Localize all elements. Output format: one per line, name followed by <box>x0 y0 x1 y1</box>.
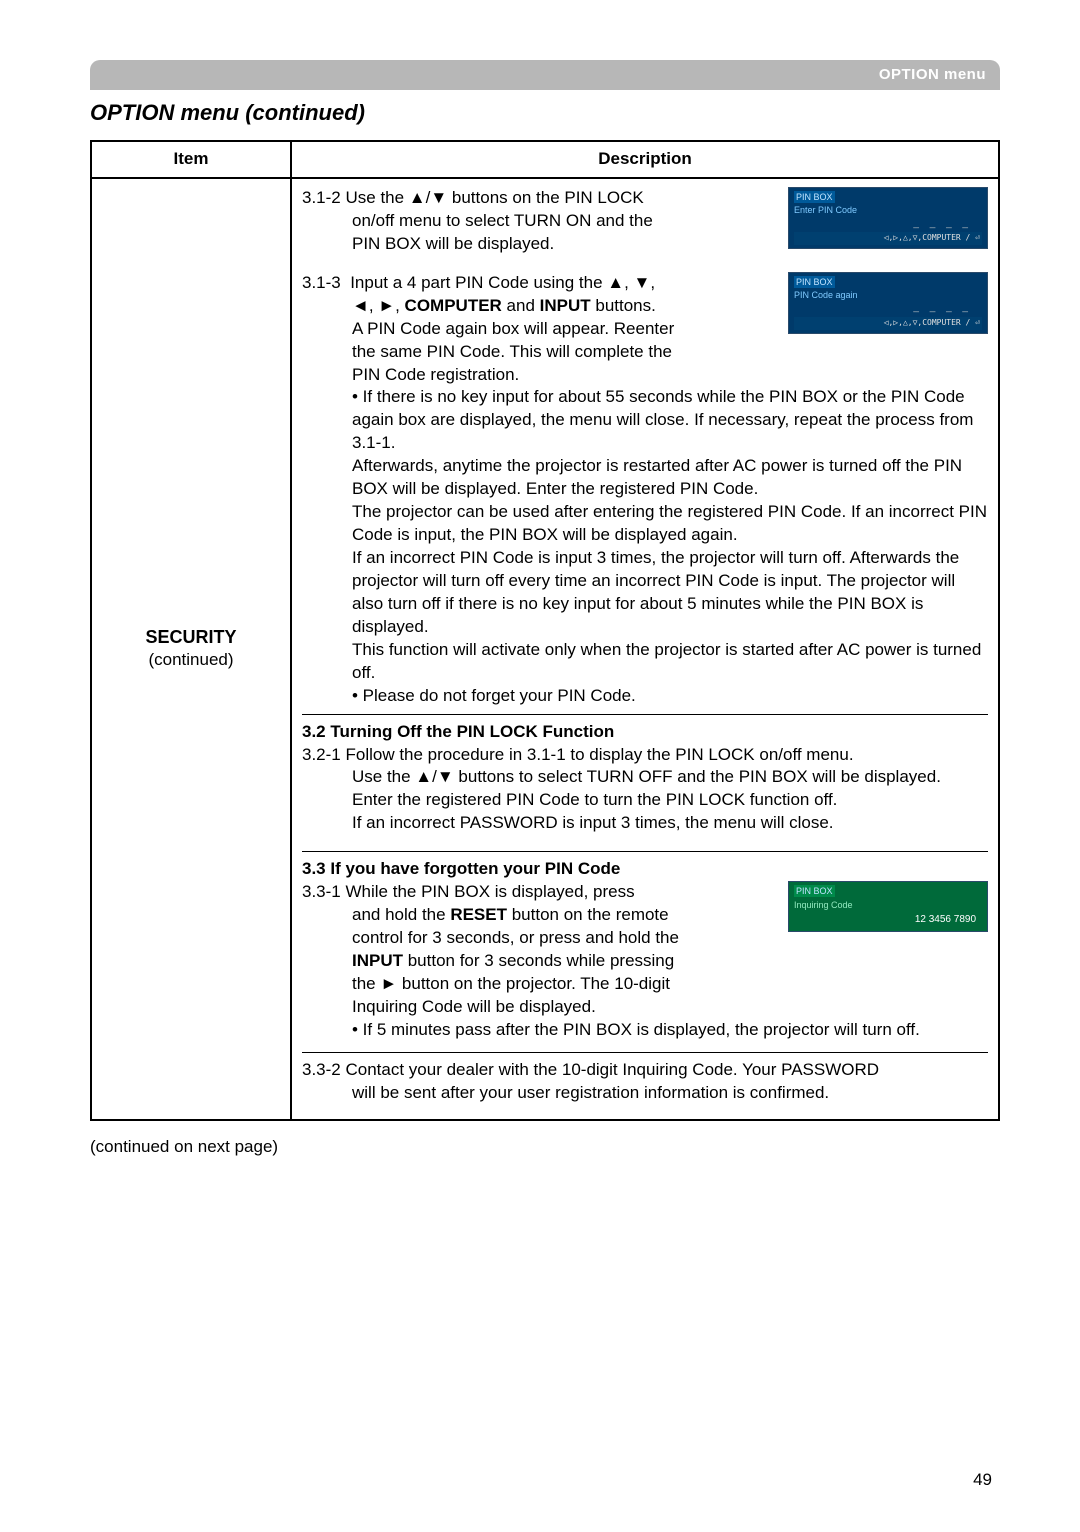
paragraph: This function will activate only when th… <box>302 639 988 685</box>
item-label-sub: (continued) <box>102 649 280 672</box>
col-header-item: Item <box>91 141 291 178</box>
step-number: 3.1-3 <box>302 273 341 292</box>
text-post: button for 3 seconds while pressing <box>403 951 674 970</box>
subheading-3-3: 3.3 If you have forgotten your PIN Code <box>302 858 988 881</box>
block-3-3-2: 3.3-2 Contact your dealer with the 10-di… <box>302 1059 988 1111</box>
dialog-dashes: _ _ _ _ <box>794 217 982 231</box>
text-bold: INPUT <box>540 296 591 315</box>
block-3-2-1: 3.2-1 Follow the procedure in 3.1-1 to d… <box>302 744 988 853</box>
paragraph: The projector can be used after entering… <box>302 501 988 547</box>
text-pre: and hold the <box>352 905 450 924</box>
text-post: button on the remote <box>507 905 669 924</box>
step-text: Contact your dealer with the 10-digit In… <box>345 1060 879 1079</box>
page-number: 49 <box>973 1470 992 1490</box>
step-text: PIN BOX will be displayed. <box>302 234 554 253</box>
note-text: • If 5 minutes pass after the PIN BOX is… <box>302 1019 988 1042</box>
step-text: Input a 4 part PIN Code using the ▲, ▼, <box>350 273 655 292</box>
col-header-description: Description <box>291 141 999 178</box>
step-text: Enter the registered PIN Code to turn th… <box>302 789 988 812</box>
text-bold: COMPUTER <box>405 296 502 315</box>
step-text: Use the ▲/▼ buttons on the PIN LOCK <box>345 188 643 207</box>
block-3-3-1: PIN BOX Inquiring Code 12 3456 7890 3.3-… <box>302 881 988 1053</box>
text-pre: ◄, ►, <box>352 296 405 315</box>
dialog-sub: Inquiring Code <box>794 899 982 911</box>
step-number: 3.1-2 <box>302 188 341 207</box>
step-text: will be sent after your user registratio… <box>302 1083 829 1102</box>
step-text: A PIN Code again box will appear. Reente… <box>302 319 674 338</box>
note-text: • If there is no key input for about 55 … <box>302 386 988 455</box>
step-text: the ► button on the projector. The 10-di… <box>302 974 670 993</box>
top-banner-label: OPTION menu <box>879 66 986 83</box>
page-container: OPTION menu OPTION menu (continued) Item… <box>0 0 1080 1197</box>
step-text: Use the ▲/▼ buttons to select TURN OFF a… <box>302 766 988 789</box>
block-3-1-2: PIN BOX Enter PIN Code _ _ _ _ ◁,▷,△,▽,C… <box>302 187 988 262</box>
step-text: If an incorrect PASSWORD is input 3 time… <box>302 812 988 835</box>
step-text: and hold the RESET button on the remote <box>302 905 669 924</box>
dialog-title: PIN BOX <box>794 191 835 203</box>
dialog-dashes: _ _ _ _ <box>794 301 982 315</box>
step-text: the same PIN Code. This will complete th… <box>302 342 672 361</box>
text-bold: INPUT <box>352 951 403 970</box>
subheading-3-2: 3.2 Turning Off the PIN LOCK Function <box>302 721 988 744</box>
paragraph: If an incorrect PIN Code is input 3 time… <box>302 547 988 639</box>
continued-note: (continued on next page) <box>90 1137 1000 1157</box>
dialog-code: 12 3456 7890 <box>794 911 982 929</box>
dialog-footer: ◁,▷,△,▽,COMPUTER / ⏎ <box>794 317 982 330</box>
table-header-row: Item Description <box>91 141 999 178</box>
text-mid: and <box>502 296 540 315</box>
pin-box-dialog-inquiring: PIN BOX Inquiring Code 12 3456 7890 <box>788 881 988 932</box>
pin-box-dialog-again: PIN BOX PIN Code again _ _ _ _ ◁,▷,△,▽,C… <box>788 272 988 334</box>
step-text: INPUT button for 3 seconds while pressin… <box>302 951 674 970</box>
step-text: ◄, ►, COMPUTER and INPUT buttons. <box>302 296 656 315</box>
pin-box-dialog-enter: PIN BOX Enter PIN Code _ _ _ _ ◁,▷,△,▽,C… <box>788 187 988 249</box>
item-label-main: SECURITY <box>102 625 280 649</box>
step-number: 3.2-1 <box>302 745 341 764</box>
step-text: While the PIN BOX is displayed, press <box>345 882 634 901</box>
text-bold: RESET <box>450 905 507 924</box>
dialog-footer: ◁,▷,△,▽,COMPUTER / ⏎ <box>794 232 982 245</box>
top-banner: OPTION menu <box>90 60 1000 90</box>
description-cell: PIN BOX Enter PIN Code _ _ _ _ ◁,▷,△,▽,C… <box>291 178 999 1120</box>
step-text: control for 3 seconds, or press and hold… <box>302 928 679 947</box>
step-number: 3.3-1 <box>302 882 341 901</box>
paragraph: Afterwards, anytime the projector is res… <box>302 455 988 501</box>
step-text: Inquiring Code will be displayed. <box>302 997 596 1016</box>
item-cell: SECURITY (continued) <box>91 178 291 1120</box>
note-text: • Please do not forget your PIN Code. <box>302 685 988 708</box>
step-text: Follow the procedure in 3.1-1 to display… <box>345 745 853 764</box>
step-number: 3.3-2 <box>302 1060 341 1079</box>
section-title: OPTION menu (continued) <box>90 100 1000 126</box>
step-text: PIN Code registration. <box>302 365 519 384</box>
main-table: Item Description SECURITY (continued) PI… <box>90 140 1000 1121</box>
dialog-sub: Enter PIN Code <box>794 204 982 216</box>
dialog-title: PIN BOX <box>794 276 835 288</box>
block-3-1-3: PIN BOX PIN Code again _ _ _ _ ◁,▷,△,▽,C… <box>302 272 988 715</box>
step-text: on/off menu to select TURN ON and the <box>302 211 653 230</box>
text-post: buttons. <box>591 296 656 315</box>
dialog-title: PIN BOX <box>794 885 835 897</box>
dialog-sub: PIN Code again <box>794 289 982 301</box>
table-row: SECURITY (continued) PIN BOX Enter PIN C… <box>91 178 999 1120</box>
